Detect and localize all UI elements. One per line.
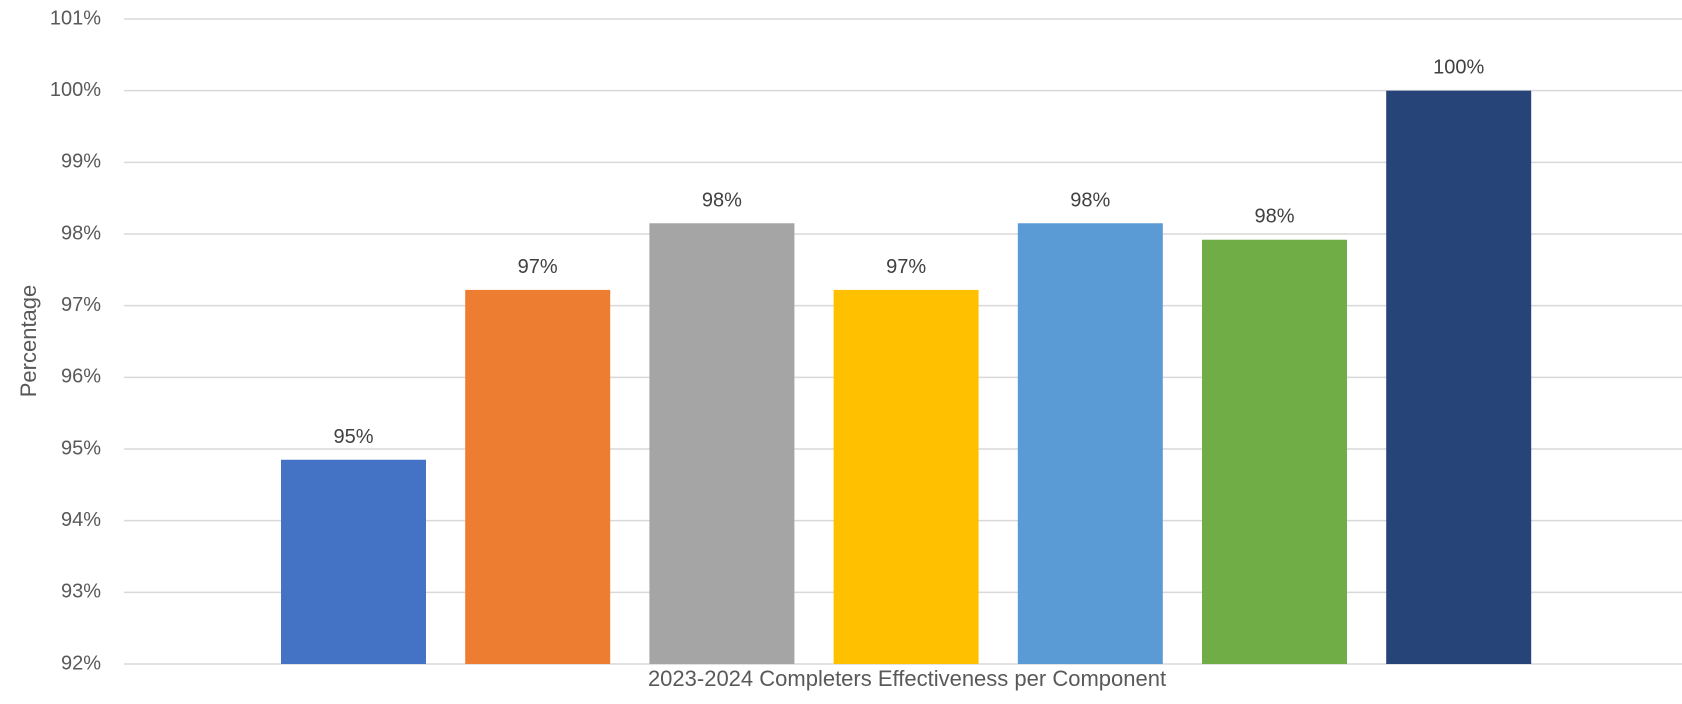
data-labels: 95% 97% 98% 97% 98% 98% 100% xyxy=(333,57,1484,448)
y-tick-label: 101% xyxy=(50,7,101,29)
bar-2 xyxy=(465,289,611,664)
bar-4 xyxy=(833,289,979,664)
data-label-4: 97% xyxy=(886,256,926,278)
bar-5 xyxy=(1017,223,1163,664)
y-tick-label: 100% xyxy=(50,79,101,101)
y-tick-label: 99% xyxy=(61,151,101,173)
y-tick-label: 96% xyxy=(61,366,101,388)
bar-6 xyxy=(1202,239,1347,664)
y-tick-label: 94% xyxy=(61,509,101,531)
y-axis-title: Percentage xyxy=(16,285,41,398)
data-label-6: 98% xyxy=(1254,206,1294,228)
y-tick-label: 93% xyxy=(61,581,101,603)
y-tick-label: 98% xyxy=(61,222,101,244)
data-label-2: 97% xyxy=(518,256,558,278)
data-label-7: 100% xyxy=(1433,57,1484,79)
bar-3 xyxy=(649,223,795,664)
data-label-3: 98% xyxy=(702,189,742,211)
y-tick-label: 97% xyxy=(61,294,101,316)
data-label-1: 95% xyxy=(333,426,373,448)
x-axis-title: 2023-2024 Completers Effectiveness per C… xyxy=(648,666,1166,691)
bars xyxy=(281,90,1532,664)
bar-1 xyxy=(281,459,426,664)
y-tick-label: 92% xyxy=(61,652,101,674)
y-tick-label: 95% xyxy=(61,437,101,459)
bar-7 xyxy=(1386,90,1532,664)
y-axis-tick-labels: 92% 93% 94% 95% 96% 97% 98% 99% 100% 101% xyxy=(50,7,101,674)
data-label-5: 98% xyxy=(1070,189,1110,211)
